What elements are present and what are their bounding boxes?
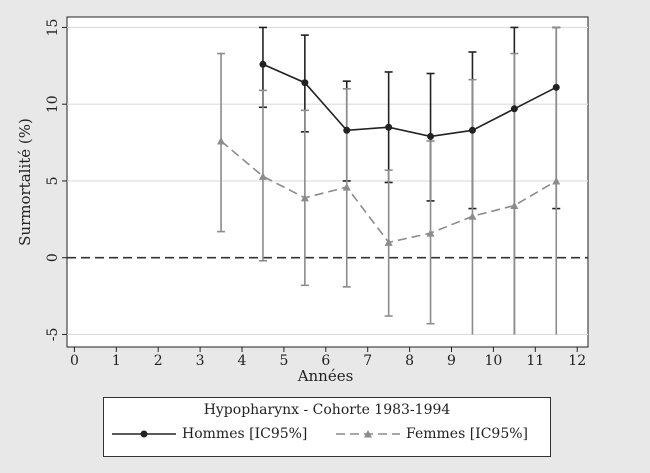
data-point-hommes [468,126,476,134]
data-point-femmes [384,238,393,246]
y-axis-label: Surmortalité (%) [16,118,34,246]
legend-item-hommes: Hommes [IC95%] [112,426,307,442]
data-point-hommes [510,105,518,113]
legend-marker-hommes [112,430,176,438]
x-axis-label: Années [297,367,354,385]
data-point-femmes [217,137,226,145]
data-point-hommes [385,123,393,131]
series-line-hommes [262,63,557,138]
x-tick-label: 2 [154,353,163,369]
legend-label-hommes: Hommes [IC95%] [182,426,308,442]
data-point-femmes [468,212,477,220]
x-tick-label: 8 [405,353,414,369]
y-tick-label: 15 [45,19,61,37]
data-point-femmes [552,176,561,185]
data-point-hommes [259,60,267,68]
x-tick-label: 7 [363,353,372,369]
x-tick-label: 5 [279,353,288,369]
data-point-femmes [342,183,351,191]
x-tick-label: 11 [526,353,544,369]
x-tick-label: 4 [238,353,247,369]
y-tick-label: 10 [45,95,61,113]
legend-label-femmes: Femmes [IC95%] [406,426,528,442]
x-tick-label: 10 [484,353,502,369]
legend-item-femmes: Femmes [IC95%] [336,426,528,442]
legend-title: Hypopharynx - Cohorte 1983-1994 [203,402,451,418]
x-tick-label: 0 [70,353,79,369]
y-tick-label: 5 [45,176,61,185]
legend: Hypopharynx - Cohorte 1983-1994 Hommes [… [103,397,551,457]
data-point-hommes [427,132,435,140]
data-point-hommes [343,126,351,134]
data-point-femmes [510,201,519,210]
legend-marker-femmes [336,430,400,438]
x-tick-label: 3 [196,353,205,369]
data-point-hommes [552,83,560,91]
data-point-hommes [301,79,309,87]
data-point-femmes [426,229,435,237]
y-tick-label: -5 [45,328,61,342]
data-point-femmes [258,172,267,180]
x-tick-label: 6 [321,353,330,369]
x-tick-label: 9 [447,353,456,369]
data-point-femmes [300,193,309,202]
plot-area [66,16,589,348]
x-tick-label: 12 [568,353,586,369]
y-tick-label: 0 [45,253,61,262]
x-tick-label: 1 [112,353,121,369]
